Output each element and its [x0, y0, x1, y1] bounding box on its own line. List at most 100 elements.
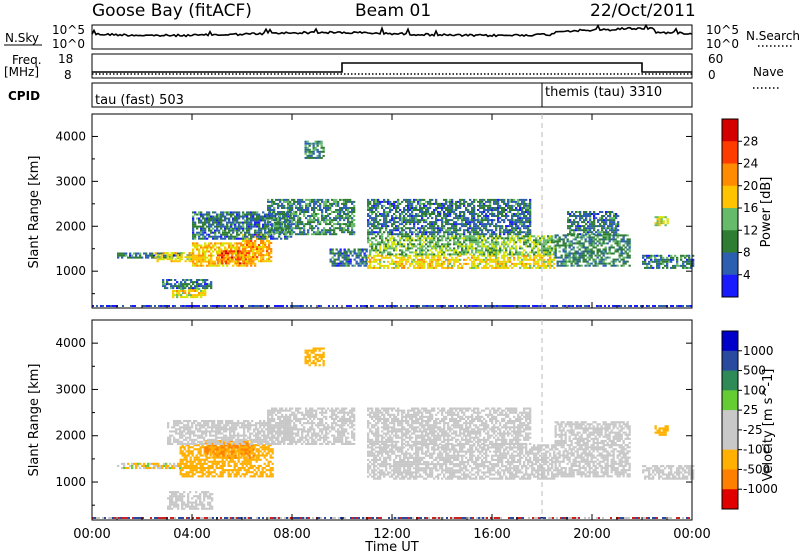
power-cell: [188, 256, 191, 259]
power-cell: [389, 256, 392, 259]
power-cell: [431, 253, 434, 256]
power-cell: [229, 256, 232, 259]
frequency-panel-frame: [91, 53, 693, 79]
power-cell: [509, 237, 512, 240]
power-cell: [622, 252, 625, 255]
power-ground-cell: [268, 305, 270, 307]
power-cell: [377, 254, 380, 257]
power-cell: [583, 225, 586, 228]
power-cell: [156, 260, 159, 263]
power-cell: [248, 233, 251, 236]
power-cell: [483, 264, 486, 267]
power-cell: [457, 200, 460, 203]
power-cell: [220, 223, 223, 226]
power-cell: [208, 254, 211, 257]
power-cell: [579, 233, 582, 236]
power-cell: [194, 221, 197, 224]
power-cell: [471, 207, 474, 209]
power-cell: [174, 285, 177, 288]
power-cell: [198, 292, 201, 295]
power-cell: [200, 229, 203, 232]
power-cell: [551, 258, 554, 261]
power-cell: [351, 213, 354, 215]
power-cell: [233, 256, 236, 259]
power-cell: [371, 229, 374, 232]
power-cell: [459, 200, 462, 203]
power-cell: [246, 219, 249, 222]
power-cell: [327, 229, 330, 232]
power-cell: [413, 239, 416, 242]
power-cell: [471, 266, 474, 269]
power-cell: [258, 221, 261, 224]
power-cell: [441, 207, 444, 209]
power-cell: [343, 258, 346, 261]
power-cell: [491, 221, 494, 224]
power-cell: [337, 215, 340, 217]
power-cell: [447, 219, 450, 222]
power-cell: [208, 217, 211, 220]
power-cell: [666, 256, 669, 259]
power-ground-cell: [294, 305, 296, 307]
power-cell: [678, 264, 681, 267]
power-cell: [200, 292, 203, 295]
power-cell: [521, 198, 524, 201]
power-cell: [612, 238, 615, 241]
power-cell: [367, 221, 370, 224]
power-cell: [453, 231, 456, 234]
power-cell: [465, 262, 468, 265]
power-cell: [190, 296, 193, 299]
power-cell: [387, 239, 390, 242]
power-cell: [485, 256, 488, 259]
power-cell: [541, 237, 544, 240]
power-cell: [519, 245, 522, 248]
power-cell: [437, 260, 440, 263]
power-cell: [493, 231, 496, 234]
power-cell: [367, 256, 370, 259]
power-cell: [443, 227, 446, 230]
power-cell: [457, 239, 460, 242]
power-cell: [598, 234, 601, 237]
power-cell: [499, 249, 502, 252]
power-cell: [258, 235, 261, 238]
power-cell: [591, 223, 594, 226]
power-cell: [572, 254, 575, 257]
power-cell: [369, 202, 372, 205]
power-cell: [433, 243, 436, 246]
power-cell: [285, 221, 288, 224]
power-cell: [465, 247, 468, 250]
power-cell: [415, 266, 418, 269]
power-cell: [515, 213, 518, 215]
power-cell: [401, 254, 404, 257]
power-cell: [515, 249, 518, 252]
power-cell: [281, 225, 284, 228]
power-cell: [475, 241, 478, 244]
power-cell: [578, 242, 581, 245]
power-cell: [417, 260, 420, 263]
power-cell: [429, 233, 432, 236]
power-cell: [236, 242, 239, 245]
power-cell: [327, 207, 330, 209]
power-cell: [427, 241, 430, 244]
power-cell: [182, 290, 185, 292]
power-cell: [483, 245, 486, 248]
power-cell: [223, 258, 226, 261]
power-cell: [473, 237, 476, 240]
power-cell: [457, 264, 460, 267]
power-cell: [461, 217, 464, 220]
power-ground-cell: [480, 305, 482, 307]
power-cell: [369, 262, 372, 265]
power-cell: [393, 202, 396, 205]
power-cell: [622, 238, 625, 241]
power-cell: [385, 239, 388, 242]
power-cell: [441, 225, 444, 228]
power-cell: [281, 213, 284, 215]
power-cell: [473, 254, 476, 257]
power-cell: [644, 254, 647, 257]
power-cell: [234, 237, 237, 240]
power-cell: [441, 251, 444, 254]
power-cell: [425, 225, 428, 228]
power-cell: [481, 266, 484, 269]
power-cell: [381, 264, 384, 267]
power-cell: [455, 225, 458, 228]
power-cell: [258, 244, 261, 246]
